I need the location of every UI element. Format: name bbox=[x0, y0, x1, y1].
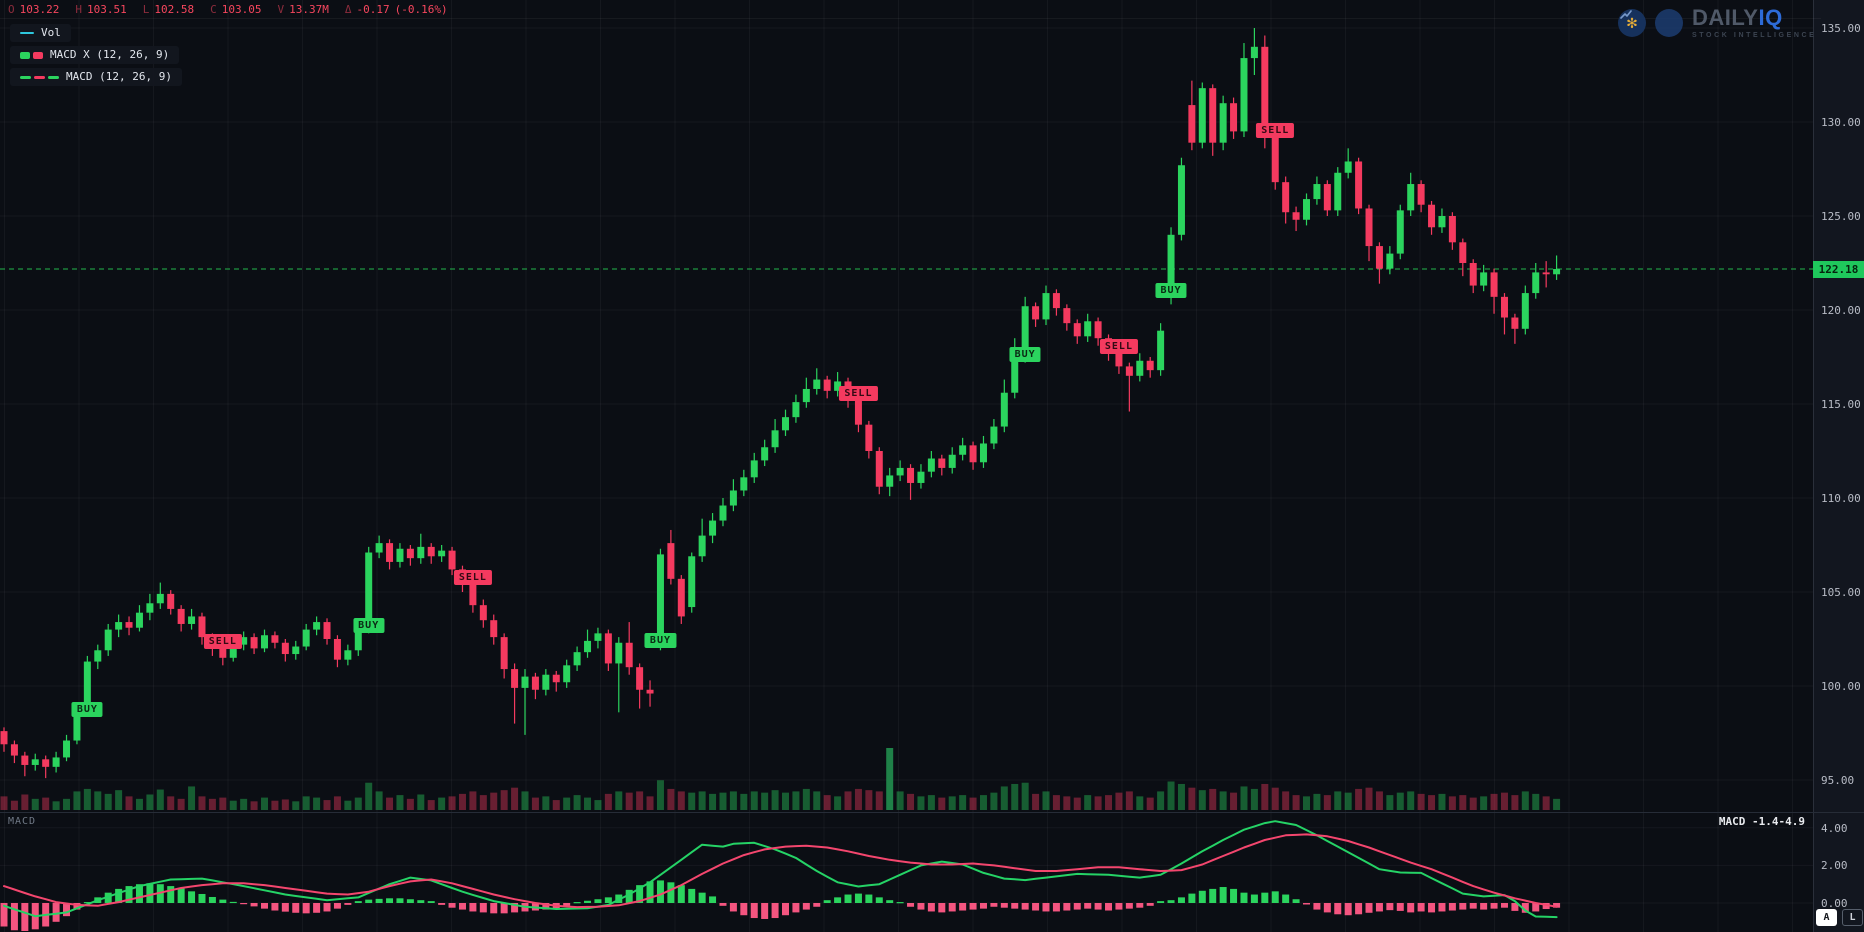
price-axis-label: 95.00 bbox=[1821, 774, 1855, 787]
sell-signal-label: SELL bbox=[203, 634, 242, 650]
sell-signal-label: SELL bbox=[1099, 339, 1138, 355]
current-price-label: 122.18 bbox=[1813, 260, 1864, 278]
price-axis-label: 105.00 bbox=[1821, 586, 1861, 599]
buy-signal-label: BUY bbox=[353, 617, 385, 633]
open-value: O 103.22 bbox=[8, 2, 60, 16]
sell-signal-label: SELL bbox=[839, 386, 878, 402]
macd-axis-label: 0.00 bbox=[1821, 897, 1848, 910]
brand-tagline: STOCK INTELLIGENCE bbox=[1692, 32, 1817, 39]
dailyiq-logo: ✻ DAILYIQ STOCK INTELLIGENCE bbox=[1618, 7, 1816, 39]
buy-signal-label: BUY bbox=[1009, 347, 1041, 363]
legend-label: MACD X (12, 26, 9) bbox=[50, 48, 170, 61]
indicator-legend: Vol MACD X (12, 26, 9) MACD (12, 26, 9) bbox=[10, 24, 182, 86]
auto-scale-button[interactable]: A bbox=[1816, 909, 1837, 926]
volume-value: V 13.37M bbox=[277, 2, 329, 16]
price-axis[interactable]: 135.00 130.00 125.00 120.00 115.00 110.00 105.… bbox=[1813, 0, 1864, 932]
price-axis-label: 120.00 bbox=[1821, 304, 1861, 317]
legend-item-macd-x[interactable]: MACD X (12, 26, 9) bbox=[10, 46, 180, 64]
price-axis-label: 110.00 bbox=[1821, 492, 1861, 505]
legend-label: Vol bbox=[41, 26, 61, 39]
price-axis-label: 115.00 bbox=[1821, 398, 1861, 411]
trend-chart-icon bbox=[1620, 9, 1683, 37]
brand-name: DAILY bbox=[1692, 5, 1759, 30]
buy-signal-label: BUY bbox=[644, 632, 676, 648]
brand-suffix: IQ bbox=[1758, 5, 1783, 30]
pane-separator[interactable] bbox=[0, 812, 1864, 813]
axis-scale-buttons: A L bbox=[1816, 909, 1863, 926]
high-value: H 103.51 bbox=[75, 2, 127, 16]
close-value: C 103.05 bbox=[210, 2, 262, 16]
price-axis-label: 135.00 bbox=[1821, 22, 1861, 35]
legend-label: MACD (12, 26, 9) bbox=[66, 70, 172, 83]
low-value: L 102.58 bbox=[142, 2, 195, 16]
macd-swatch-icon bbox=[20, 75, 59, 79]
price-axis-label: 100.00 bbox=[1821, 680, 1861, 693]
sell-signal-label: SELL bbox=[453, 570, 492, 586]
macd-x-swatch-icon bbox=[20, 51, 43, 59]
price-axis-label: 125.00 bbox=[1821, 210, 1861, 223]
change-value: Δ -0.17 (-0.16%) bbox=[344, 2, 448, 16]
legend-item-macd[interactable]: MACD (12, 26, 9) bbox=[10, 68, 182, 86]
buy-signal-label: BUY bbox=[71, 702, 103, 718]
buy-signal-label: BUY bbox=[1155, 283, 1187, 299]
ohlc-bar: O 103.22 H 103.51 L 102.58 C 103.05 V 13.37M … bbox=[0, 0, 1821, 19]
legend-item-volume[interactable]: Vol bbox=[10, 24, 71, 42]
walmart-spark-icon: ✻ bbox=[1618, 9, 1646, 37]
volume-line-swatch-icon bbox=[20, 32, 34, 34]
price-axis-label: 130.00 bbox=[1821, 116, 1861, 129]
macd-readout: MACD -1.4-4.9 bbox=[1718, 815, 1805, 828]
macd-axis-label: 4.00 bbox=[1821, 821, 1848, 835]
sell-signal-label: SELL bbox=[1256, 123, 1295, 139]
log-scale-button[interactable]: L bbox=[1842, 909, 1863, 926]
macd-pane-title: MACD bbox=[8, 816, 37, 827]
macd-axis-label: 2.00 bbox=[1821, 859, 1848, 873]
